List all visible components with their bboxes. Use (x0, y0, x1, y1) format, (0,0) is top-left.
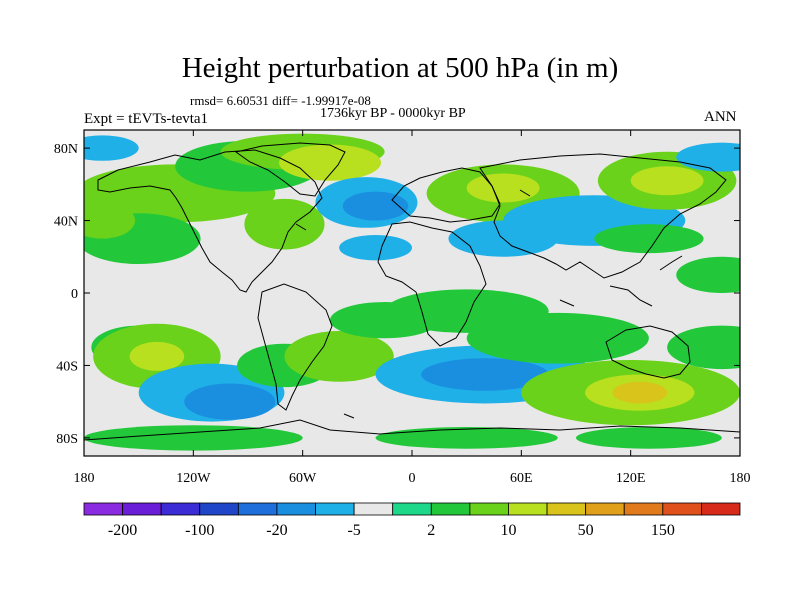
colorbar-swatch (430, 502, 471, 516)
colorbar-swatch (701, 502, 741, 516)
coastline-south-america (257, 283, 333, 411)
field-contour-blob (84, 425, 303, 451)
field-contour-blob (244, 198, 325, 250)
colorbar-swatch (392, 502, 432, 516)
rmsd-diff-stats: rmsd= 6.60531 diff= -1.99917e-08 (190, 93, 371, 108)
season-label: ANN (704, 109, 737, 125)
coastline-australia (605, 325, 691, 379)
field-contour-blob (284, 331, 394, 382)
lat-tick-label: 40S (56, 359, 78, 374)
field-contour-blob (667, 325, 740, 370)
chart-title: Height perturbation at 500 hPa (in m) (181, 52, 619, 84)
field-contour-blob (630, 166, 704, 196)
field-contour-blob (84, 135, 139, 161)
colorbar-swatch (237, 502, 278, 516)
colorbar-label: 2 (427, 522, 435, 539)
field-contour-blob (339, 235, 412, 261)
colorbar: -200 -100 -20 -5 2 10 50 150 (83, 502, 741, 539)
field-contour-blob (594, 224, 704, 254)
field-contour-blob (576, 427, 722, 449)
lon-tick-label: 60W (289, 471, 317, 486)
colorbar-swatch (160, 502, 201, 516)
lat-tick-label: 0 (71, 287, 78, 302)
lat-tick-label: 40N (54, 215, 78, 230)
colorbar-swatch (276, 502, 316, 516)
field-contour-blob (184, 383, 276, 420)
field-contour-blob (129, 341, 185, 371)
lon-tick-label: 180 (730, 471, 751, 486)
field-contour-blob (421, 358, 549, 391)
colorbar-swatch (122, 502, 162, 516)
lon-tick-label: 180 (74, 471, 95, 486)
experiment-label: Expt = tEVTs-tevta1 (84, 111, 209, 127)
colorbar-swatch (353, 502, 394, 516)
colorbar-label: -20 (266, 522, 287, 539)
field-contour-blob (375, 427, 558, 449)
colorbar-swatch (546, 502, 587, 516)
field-contour-blob (676, 142, 740, 172)
colorbar-swatch (83, 502, 123, 516)
lat-tick-label: 80S (56, 432, 78, 447)
coastline-greenland (234, 142, 346, 197)
field-contour-blob (676, 256, 740, 293)
height-field (84, 130, 740, 456)
lon-tick-label: 120W (176, 471, 211, 486)
colorbar-label: 10 (500, 522, 516, 539)
colorbar-label: 150 (651, 522, 675, 539)
field-contour-blob (466, 173, 540, 203)
colorbar-label: -200 (108, 522, 137, 539)
colorbar-swatch (199, 502, 239, 516)
coastline-islands (295, 189, 683, 419)
colorbar-swatch (585, 502, 625, 516)
colorbar-swatch (623, 502, 664, 516)
colorbar-swatch (662, 502, 702, 516)
longitude-axis: 180 120W 60W 0 60E 120E 180 (74, 130, 751, 486)
colorbar-label: -100 (185, 522, 214, 539)
colorbar-label: 50 (578, 522, 594, 539)
lon-tick-label: 60E (510, 471, 533, 486)
coastlines (84, 142, 740, 441)
field-contour-blob (278, 144, 382, 181)
latitude-axis: 80N 40N 0 40S 80S (54, 142, 740, 447)
field-contour-blob (612, 381, 668, 404)
lat-tick-label: 80N (54, 142, 78, 157)
colorbar-swatch (315, 502, 355, 516)
field-contour-blob (466, 312, 649, 364)
field-contour-blob (84, 202, 136, 239)
coastline-antarctica (84, 419, 740, 441)
field-contour-blob (342, 191, 409, 221)
coastline-africa-europe (377, 221, 487, 347)
colorbar-label: -5 (347, 522, 360, 539)
colorbar-swatch (508, 502, 548, 516)
coastline-asia (479, 153, 727, 279)
time-period-label: 1736kyr BP - 0000kyr BP (320, 106, 466, 121)
lon-tick-label: 120E (616, 471, 646, 486)
lon-tick-label: 0 (409, 471, 416, 486)
colorbar-swatch (469, 502, 509, 516)
